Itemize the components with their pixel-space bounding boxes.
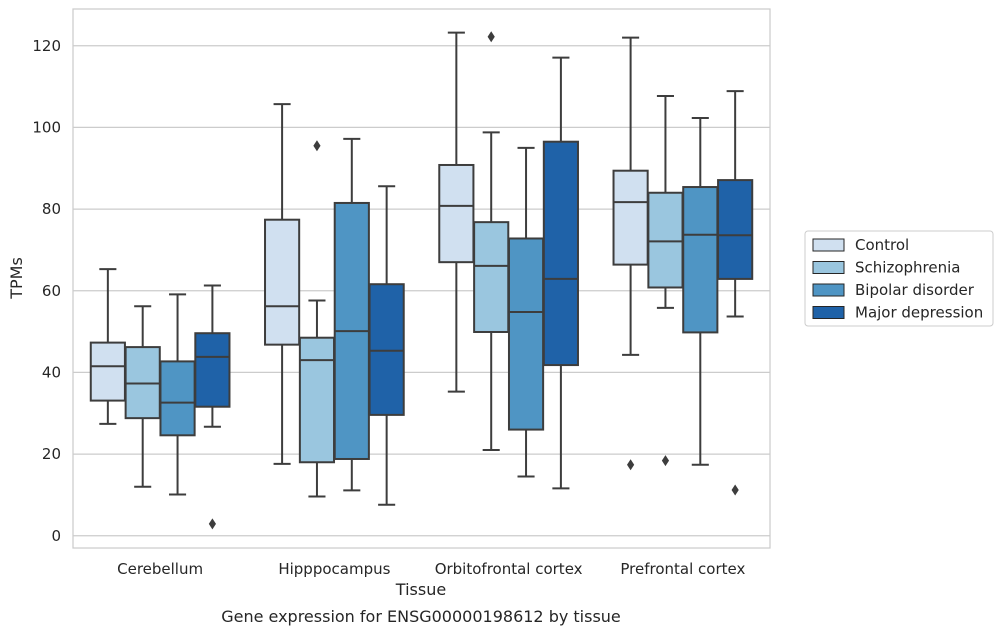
box xyxy=(717,90,754,496)
box-iqr xyxy=(717,179,754,280)
legend-entry-label: Major depression xyxy=(855,304,983,322)
legend-frame xyxy=(804,230,994,327)
box xyxy=(612,36,649,471)
box xyxy=(542,56,579,490)
y-tick-label: 120 xyxy=(32,37,61,55)
y-axis-ticks: 0 20 40 60 80 100 120 xyxy=(32,37,61,545)
legend-swatch xyxy=(812,238,845,252)
outlier-marker xyxy=(313,140,321,152)
x-axis-ticks: Cerebellum Hipppocampus Orbitofrontal cort… xyxy=(117,560,745,578)
x-tick-label: Cerebellum xyxy=(117,560,203,578)
x-tick-label: Prefrontal cortex xyxy=(620,560,745,578)
box-iqr xyxy=(159,360,196,437)
y-tick-label: 20 xyxy=(42,445,61,463)
plot-frame xyxy=(72,8,771,549)
box-iqr xyxy=(298,336,336,464)
box-iqr xyxy=(542,140,579,367)
x-tick-label: Hipppocampus xyxy=(278,560,390,578)
chart-caption: Gene expression for ENSG00000198612 by t… xyxy=(221,607,621,626)
y-tick-label: 40 xyxy=(42,363,61,381)
box-iqr xyxy=(264,218,301,346)
box xyxy=(368,185,405,506)
y-tick-label: 60 xyxy=(42,282,61,300)
box xyxy=(333,137,370,492)
box xyxy=(194,284,231,530)
box-iqr xyxy=(438,163,475,264)
box-iqr xyxy=(507,237,545,431)
box-iqr xyxy=(89,341,126,402)
legend-entry-label: Schizophrenia xyxy=(855,259,960,277)
y-tick-label: 0 xyxy=(51,527,61,545)
outlier-marker xyxy=(487,31,495,43)
legend-entry-label: Control xyxy=(855,236,909,254)
box xyxy=(473,31,510,451)
box-iqr xyxy=(612,169,649,266)
box xyxy=(298,140,336,498)
box-iqr xyxy=(473,221,510,333)
box xyxy=(682,117,719,466)
legend-entry-label: Bipolar disorder xyxy=(855,281,975,299)
outlier-marker xyxy=(661,455,670,467)
legend-swatch xyxy=(812,306,845,319)
box xyxy=(438,31,475,393)
outlier-marker xyxy=(208,518,216,530)
box-iqr xyxy=(647,191,684,289)
x-tick-label: Orbitofrontal cortex xyxy=(435,560,583,578)
outlier-marker xyxy=(731,484,739,496)
box xyxy=(264,103,301,465)
box-iqr xyxy=(682,186,719,334)
x-axis-label: Tissue xyxy=(395,580,446,599)
y-tick-label: 80 xyxy=(42,200,61,218)
box xyxy=(124,305,161,488)
box xyxy=(647,94,684,467)
box-iqr xyxy=(368,283,405,416)
boxes xyxy=(89,31,754,530)
y-tick-label: 100 xyxy=(32,118,61,136)
legend-swatch xyxy=(812,261,845,274)
box-iqr xyxy=(194,332,231,408)
legend-swatch xyxy=(812,283,845,297)
y-axis-label: TPMs xyxy=(7,257,26,300)
box xyxy=(507,146,545,478)
outlier-marker xyxy=(627,459,635,471)
legend: Control Schizophrenia Bipolar disorder Majo… xyxy=(804,230,994,327)
